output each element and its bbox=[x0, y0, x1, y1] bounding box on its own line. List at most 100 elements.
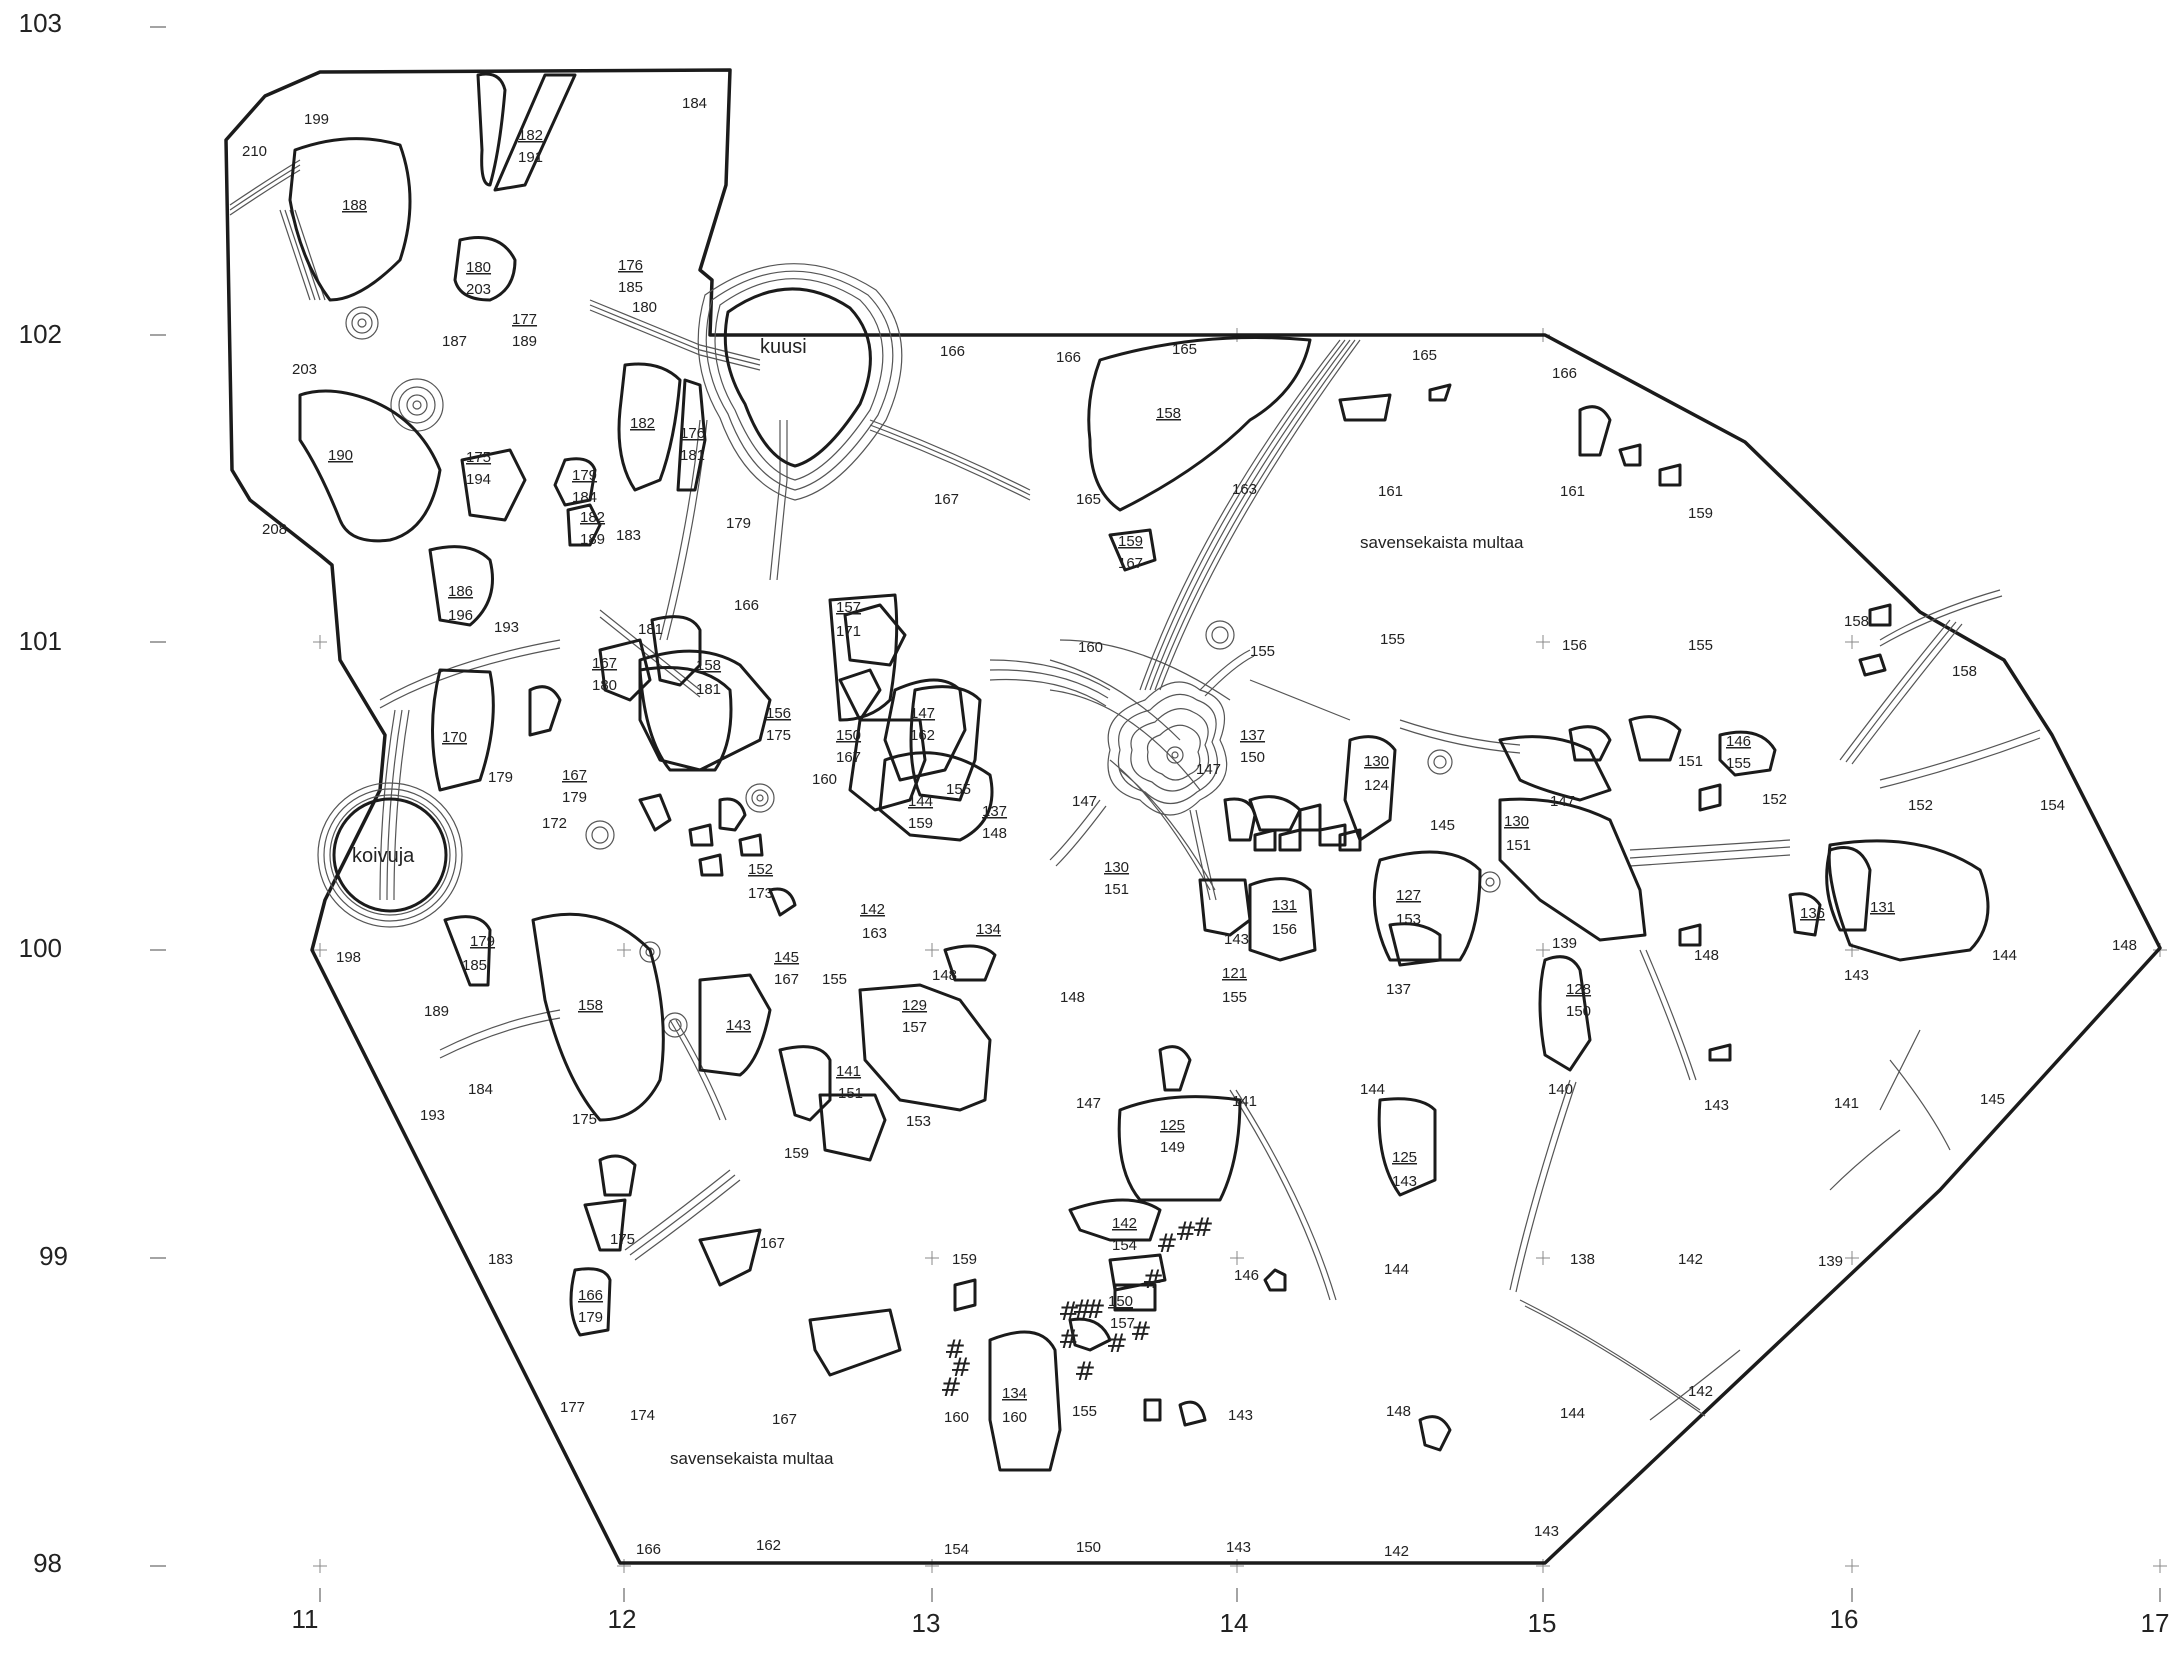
y-axis-ticks bbox=[150, 26, 166, 1567]
level-label: 142 bbox=[1678, 1251, 1703, 1268]
level-label: 143 bbox=[1704, 1097, 1729, 1114]
stone-label-bottom: 153 bbox=[1396, 911, 1421, 928]
hash-mark: # bbox=[1130, 1317, 1152, 1347]
level-label: 143 bbox=[1844, 967, 1869, 984]
level-label: 174 bbox=[630, 1407, 655, 1424]
level-label: 142 bbox=[1688, 1383, 1713, 1400]
x-axis: 11 12 13 14 15 16 17 bbox=[292, 1604, 2170, 1638]
level-label: 177 bbox=[560, 1399, 585, 1416]
stone-label-bottom: 124 bbox=[1364, 777, 1389, 794]
level-label: 159 bbox=[952, 1251, 977, 1268]
stone-label-top: 186 bbox=[448, 583, 473, 600]
stone-label-top: 142 bbox=[860, 901, 885, 918]
stone-label-bottom: 159 bbox=[908, 815, 933, 832]
level-label: 144 bbox=[1360, 1081, 1385, 1098]
level-label: 148 bbox=[1694, 947, 1719, 964]
x-axis-label: 12 bbox=[608, 1604, 637, 1634]
level-label: 144 bbox=[1560, 1405, 1585, 1422]
level-label: 143 bbox=[1228, 1407, 1253, 1424]
stone-label-bottom: 155 bbox=[1222, 989, 1247, 1006]
stones bbox=[288, 72, 1990, 1472]
stone-label-bottom: 150 bbox=[1566, 1003, 1591, 1020]
level-label: 165 bbox=[1076, 491, 1101, 508]
stone-label-top: 125 bbox=[1160, 1117, 1185, 1134]
x-axis-label: 16 bbox=[1830, 1604, 1859, 1634]
level-label: 155 bbox=[1072, 1403, 1097, 1420]
level-label: 145 bbox=[1430, 817, 1455, 834]
stone-label-top: 143 bbox=[726, 1017, 751, 1034]
stone-label-top: 179 bbox=[470, 933, 495, 950]
stone-label-bottom: 154 bbox=[1112, 1237, 1137, 1254]
level-label: 183 bbox=[488, 1251, 513, 1268]
stone-label-bottom: 171 bbox=[836, 623, 861, 640]
stone-label-bottom: 167 bbox=[836, 749, 861, 766]
level-label: 143 bbox=[1224, 931, 1249, 948]
soil-label: savensekaista multaa bbox=[1360, 533, 1524, 552]
level-label: 166 bbox=[636, 1541, 661, 1558]
stone-label-top: 125 bbox=[1392, 1149, 1417, 1166]
level-label: 198 bbox=[336, 949, 361, 966]
level-label: 144 bbox=[1384, 1261, 1409, 1278]
stone-label-top: 137 bbox=[1240, 727, 1265, 744]
stone-label-bottom: 189 bbox=[512, 333, 537, 350]
stone-label-bottom: 157 bbox=[902, 1019, 927, 1036]
level-label: 181 bbox=[638, 621, 663, 638]
stone-label-top: 141 bbox=[836, 1063, 861, 1080]
stone-label-top: 158 bbox=[696, 657, 721, 674]
level-label: 143 bbox=[1226, 1539, 1251, 1556]
stone-label-bottom: 180 bbox=[592, 677, 617, 694]
level-label: 167 bbox=[760, 1235, 785, 1252]
x-axis-label: 17 bbox=[2141, 1608, 2170, 1638]
level-label: 161 bbox=[1378, 483, 1403, 500]
stone-label-top: 182 bbox=[518, 127, 543, 144]
level-label: 203 bbox=[292, 361, 317, 378]
level-label: 162 bbox=[756, 1537, 781, 1554]
stone-label-bottom: 143 bbox=[1392, 1173, 1417, 1190]
stone-label-bottom: 196 bbox=[448, 607, 473, 624]
level-label: 158 bbox=[1952, 663, 1977, 680]
level-label: 152 bbox=[1762, 791, 1787, 808]
level-label: 183 bbox=[616, 527, 641, 544]
stone-label-top: 159 bbox=[1118, 533, 1143, 550]
stone-label-top: 182 bbox=[580, 509, 605, 526]
level-label: 175 bbox=[572, 1111, 597, 1128]
level-label: 159 bbox=[784, 1145, 809, 1162]
stone-label-bottom: 194 bbox=[466, 471, 491, 488]
stone-label-top: 130 bbox=[1104, 859, 1129, 876]
stone-label-bottom: 157 bbox=[1110, 1315, 1135, 1332]
level-label: 150 bbox=[1076, 1539, 1101, 1556]
stone-label-top: 136 bbox=[1800, 905, 1825, 922]
level-labels: 199 184 210 203 187 180 208 183 179 193 … bbox=[242, 95, 2137, 1560]
stone-label-bottom: 148 bbox=[982, 825, 1007, 842]
level-label: 159 bbox=[1688, 505, 1713, 522]
level-label: 163 bbox=[1232, 481, 1257, 498]
stone-label-bottom: 179 bbox=[578, 1309, 603, 1326]
level-label: 160 bbox=[812, 771, 837, 788]
stone-label-top: 131 bbox=[1870, 899, 1895, 916]
stone-label-bottom: 181 bbox=[696, 681, 721, 698]
level-label: 146 bbox=[1234, 1267, 1259, 1284]
hash-mark: # bbox=[1058, 1325, 1080, 1355]
level-label: 167 bbox=[772, 1411, 797, 1428]
stone-label-top: 142 bbox=[1112, 1215, 1137, 1232]
level-label: 179 bbox=[488, 769, 513, 786]
level-label: 137 bbox=[1386, 981, 1411, 998]
hash-mark: # bbox=[1058, 1297, 1080, 1327]
level-label: 179 bbox=[726, 515, 751, 532]
stone-label-bottom: 151 bbox=[1104, 881, 1129, 898]
stone-label-bottom: 163 bbox=[862, 925, 887, 942]
stone-labels: 188 182 191 180 203 176 185 177 189 175 … bbox=[328, 127, 1895, 1426]
stone-label-top: 157 bbox=[836, 599, 861, 616]
stone-label-bottom: 189 bbox=[580, 531, 605, 548]
y-axis-label: 102 bbox=[19, 319, 62, 349]
level-label: 166 bbox=[734, 597, 759, 614]
y-axis-label: 98 bbox=[33, 1548, 62, 1578]
stone-label-top: 145 bbox=[774, 949, 799, 966]
level-label: 165 bbox=[1412, 347, 1437, 364]
level-label: 143 bbox=[1534, 1523, 1559, 1540]
hash-mark: # bbox=[1072, 1295, 1094, 1325]
level-label: 166 bbox=[1552, 365, 1577, 382]
level-label: 142 bbox=[1384, 1543, 1409, 1560]
level-label: 172 bbox=[542, 815, 567, 832]
